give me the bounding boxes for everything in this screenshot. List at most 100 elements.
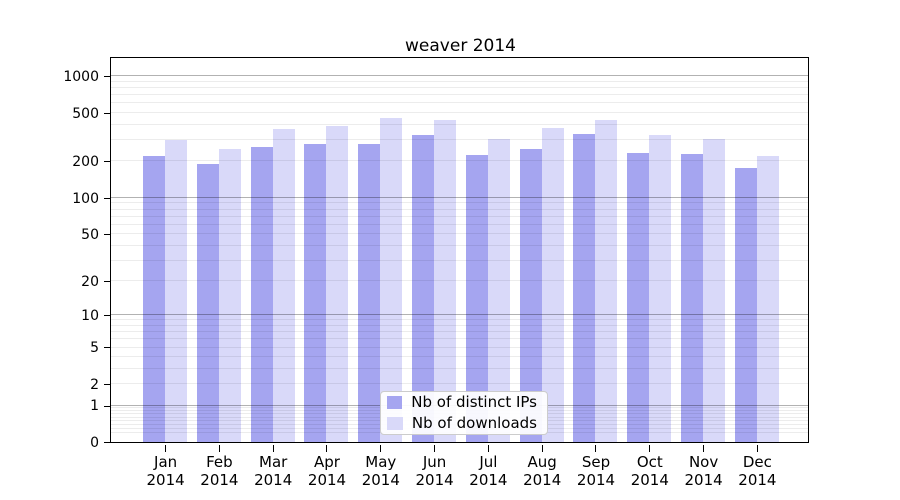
x-tick	[326, 444, 328, 452]
minor-gridline	[111, 208, 809, 210]
plot-area	[110, 57, 810, 444]
minor-gridline	[111, 331, 809, 333]
x-tick-label-feb: Feb 2014	[200, 453, 239, 489]
y-tick	[103, 315, 111, 317]
x-tick-label-jun: Jun 2014	[415, 453, 454, 489]
y-tick	[103, 197, 111, 199]
y-tick	[103, 234, 111, 235]
minor-gridline	[111, 383, 809, 385]
y-tick	[103, 76, 111, 78]
bar-apr-ips	[304, 144, 327, 443]
minor-gridline	[111, 280, 809, 282]
y-tick-label: 50	[81, 226, 99, 243]
x-tick	[218, 444, 220, 452]
y-tick-label: 500	[72, 105, 99, 122]
legend-label-distinct-ips: Nb of distinct IPs	[411, 393, 537, 411]
minor-gridline	[111, 102, 809, 104]
x-tick-label-may: May 2014	[361, 453, 400, 489]
y-tick-label: 0	[90, 435, 99, 451]
y-tick	[103, 442, 111, 444]
y-tick	[103, 161, 111, 163]
x-tick	[487, 444, 489, 452]
bar-nov-ips	[680, 153, 703, 443]
bar-feb-downloads	[218, 149, 241, 443]
x-tick-label-aug: Aug 2014	[523, 453, 562, 489]
minor-gridline	[111, 259, 809, 261]
bar-jun-ips	[411, 135, 434, 443]
x-tick-label-jul: Jul 2014	[469, 453, 508, 489]
bar-jan-ips	[142, 156, 165, 443]
bar-dec-ips	[734, 168, 757, 443]
x-tick	[595, 444, 597, 452]
bar-jun-downloads	[433, 120, 456, 443]
x-tick	[702, 444, 704, 452]
minor-gridline	[111, 160, 809, 162]
bar-jan-downloads	[164, 140, 187, 443]
minor-gridline	[111, 80, 809, 82]
legend-swatch-distinct-ips	[387, 396, 403, 409]
legend-item-distinct-ips: Nb of distinct IPs	[387, 394, 537, 411]
y-tick-label: 10	[81, 308, 99, 324]
y-tick-label: 100	[72, 190, 99, 207]
bar-apr-downloads	[326, 125, 349, 443]
y-tick	[103, 347, 111, 349]
x-tick	[649, 444, 651, 452]
minor-gridline	[111, 338, 809, 340]
minor-gridline	[111, 319, 809, 321]
minor-gridline	[111, 87, 809, 89]
x-tick-label-dec: Dec 2014	[738, 453, 777, 489]
minor-gridline	[111, 112, 809, 113]
minor-gridline	[111, 94, 809, 96]
minor-gridline	[111, 215, 809, 217]
y-tick-label: 1000	[63, 68, 99, 85]
legend: Nb of distinct IPs Nb of downloads	[380, 391, 548, 435]
bar-may-ips	[358, 143, 381, 443]
major-gridline	[111, 314, 809, 316]
bar-mar-ips	[250, 147, 273, 443]
x-tick	[756, 444, 758, 452]
minor-gridline	[111, 346, 809, 348]
bar-sep-ips	[573, 133, 596, 443]
y-tick-label: 20	[81, 273, 99, 290]
bar-oct-downloads	[649, 135, 672, 443]
x-tick	[541, 444, 543, 452]
x-tick-label-apr: Apr 2014	[307, 453, 347, 489]
bar-may-downloads	[380, 117, 403, 443]
x-tick-label-jan: Jan 2014	[146, 453, 185, 489]
y-tick-label: 5	[90, 340, 99, 357]
chart-title: weaver 2014	[405, 36, 516, 56]
minor-gridline	[111, 244, 809, 246]
x-tick-label-nov: Nov 2014	[684, 453, 723, 489]
minor-gridline	[111, 233, 809, 235]
y-tick	[103, 405, 111, 407]
y-tick-label: 1	[90, 398, 99, 415]
y-tick	[103, 112, 111, 114]
major-gridline	[111, 75, 809, 77]
x-tick	[272, 444, 274, 452]
bar-aug-ips	[519, 149, 542, 443]
bar-sep-downloads	[595, 120, 618, 443]
bar-mar-downloads	[272, 129, 295, 443]
bar-jul-ips	[465, 154, 488, 443]
bar-aug-downloads	[541, 127, 564, 443]
y-tick	[103, 384, 111, 386]
bar-jul-downloads	[487, 138, 510, 443]
minor-gridline	[111, 223, 809, 225]
y-tick-label: 200	[72, 154, 99, 170]
x-tick	[380, 444, 382, 452]
minor-gridline	[111, 325, 809, 326]
bar-feb-ips	[196, 164, 219, 443]
bar-oct-ips	[627, 152, 650, 443]
x-tick	[433, 444, 435, 452]
x-tick-label-oct: Oct 2014	[630, 453, 669, 489]
legend-swatch-downloads	[387, 417, 403, 430]
legend-item-downloads: Nb of downloads	[387, 415, 537, 432]
major-gridline	[111, 196, 809, 198]
minor-gridline	[111, 139, 809, 140]
minor-gridline	[111, 356, 809, 358]
legend-label-downloads: Nb of downloads	[411, 414, 537, 432]
minor-gridline	[111, 202, 809, 204]
minor-gridline	[111, 123, 809, 125]
minor-gridline	[111, 367, 809, 369]
